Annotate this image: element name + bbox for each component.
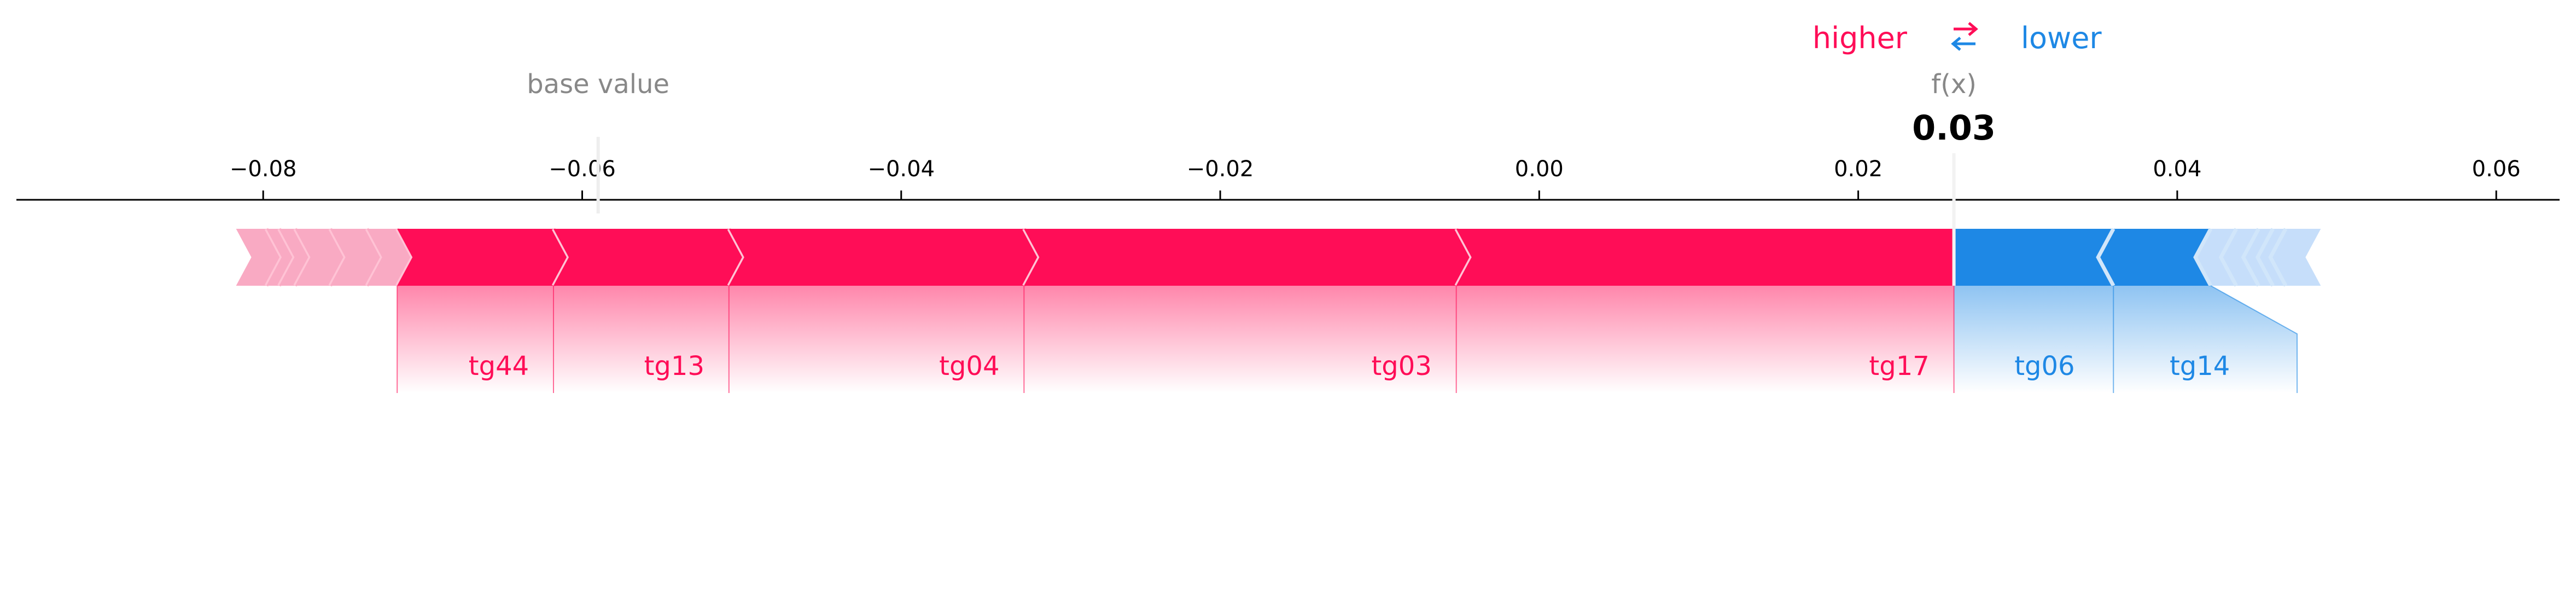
positive-bar: [553, 229, 744, 286]
negative-bar: [2195, 229, 2236, 286]
positive-bar: [1456, 229, 1954, 286]
feature-label: tg14: [2170, 351, 2230, 382]
x-axis: −0.08 −0.06 −0.04 −0.02 0.00 0.02 0.04 0.06: [16, 137, 2560, 213]
negative-bar: [2270, 229, 2321, 286]
x-tick-label: 0.02: [1834, 157, 1883, 182]
segment-separator: [264, 228, 284, 287]
legend: higher lower: [1812, 21, 2102, 55]
segment-separator: [1454, 228, 1474, 287]
positive-bar: [266, 229, 295, 286]
x-tick-label: −0.06: [549, 157, 616, 182]
feature-label: tg06: [2014, 351, 2074, 382]
x-tick-label: 0.06: [2472, 157, 2521, 182]
feature-label: tg44: [469, 351, 529, 382]
positive-bar: [397, 229, 569, 286]
segment-separator: [2268, 228, 2288, 287]
positive-label-zone: [397, 286, 553, 393]
x-tick-label: 0.00: [1515, 157, 1564, 182]
fx-label: f(x): [1931, 69, 1977, 100]
negative-bar: [2098, 229, 2211, 286]
base-value-label: base value: [527, 69, 669, 100]
feature-label: tg03: [1371, 351, 1431, 382]
x-tick-label: −0.08: [230, 157, 297, 182]
positive-label-zone: [728, 286, 1024, 393]
segment-separator: [2193, 228, 2213, 287]
feature-label: tg17: [1869, 351, 1929, 382]
segment-separator: [2218, 228, 2238, 287]
segment-separator: [2241, 228, 2260, 287]
negative-label-zone: [1954, 286, 2114, 393]
feature-label: tg13: [644, 351, 704, 382]
positive-bar: [728, 229, 1040, 286]
positive-bar: [1024, 229, 1472, 286]
positive-label-zone: [1456, 286, 1954, 393]
segment-separator: [2096, 228, 2115, 287]
segment-separator: [1022, 228, 1042, 287]
positive-bar: [330, 229, 382, 286]
feature-label: tg04: [939, 351, 999, 382]
x-tick-label: −0.04: [867, 157, 935, 182]
negative-bar: [2243, 229, 2273, 286]
negative-bar: [2257, 229, 2286, 286]
positive-label-zone: [553, 286, 729, 393]
positive-bar: [366, 229, 413, 286]
fx-value: 0.03: [1912, 108, 1996, 148]
negative-bar: [1954, 229, 2114, 286]
positive-bar: [295, 229, 346, 286]
positive-bar: [236, 229, 282, 286]
x-tick-label: 0.04: [2153, 157, 2201, 182]
legend-lower-label: lower: [2021, 21, 2102, 55]
segment-separator: [551, 228, 571, 287]
positive-label-zone: [1024, 286, 1456, 393]
force-bars: tg44 tg13 tg04 tg03 tg17 tg06 tg14: [236, 153, 2321, 393]
segment-separator: [2255, 228, 2275, 287]
legend-higher-label: higher: [1812, 21, 1908, 55]
negative-label-zone: [2113, 286, 2298, 393]
label-divider: [2210, 285, 2298, 393]
swap-arrows-icon: [1951, 22, 1978, 51]
x-tick-label: −0.02: [1187, 157, 1254, 182]
